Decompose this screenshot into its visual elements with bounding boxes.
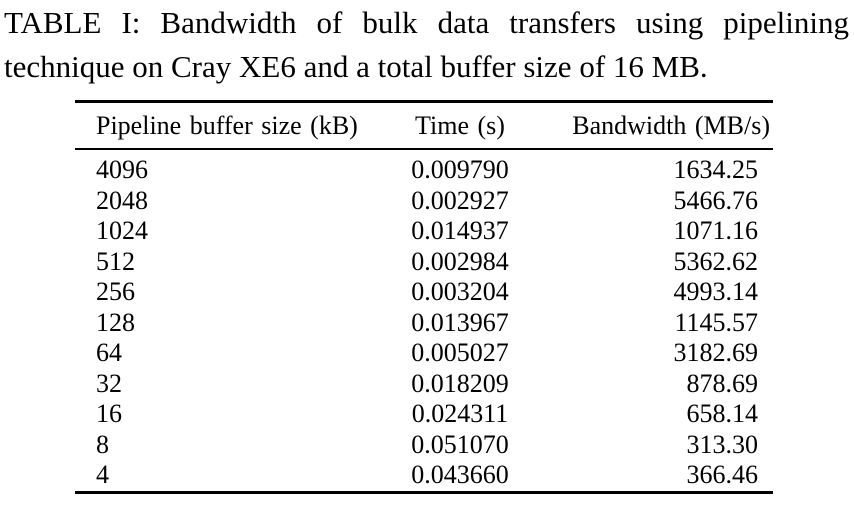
header-rule <box>75 148 773 150</box>
column-header-time: Time (s) <box>415 110 505 140</box>
cell-time: 0.005027 <box>411 338 509 367</box>
table-row: 16 0.024311 658.14 <box>75 399 773 430</box>
table-header-row: Pipeline buffer size (kB) Time (s) Bandw… <box>75 103 773 148</box>
table-row: 64 0.005027 3182.69 <box>75 338 773 369</box>
cell-bandwidth: 5362.62 <box>673 246 759 276</box>
cell-time: 0.003204 <box>411 277 509 306</box>
cell-bandwidth: 5466.76 <box>673 185 759 215</box>
cell-time: 0.018209 <box>411 368 509 398</box>
table-row: 4 0.043660 366.46 <box>75 460 773 491</box>
column-header-buffer-size: Pipeline buffer size (kB) <box>96 110 358 140</box>
caption-line-2: technique on Cray XE6 and a total buffer… <box>4 49 708 84</box>
bottom-rule <box>75 490 773 494</box>
cell-buffer-size: 8 <box>96 429 109 459</box>
cell-bandwidth: 4993.14 <box>673 277 759 306</box>
cell-time: 0.002927 <box>411 185 509 215</box>
cell-buffer-size: 256 <box>96 277 135 306</box>
cell-time: 0.009790 <box>411 155 509 184</box>
cell-buffer-size: 64 <box>96 338 122 367</box>
table-row: 2048 0.002927 5466.76 <box>75 186 773 217</box>
table-row: 512 0.002984 5362.62 <box>75 247 773 278</box>
cell-time: 0.051070 <box>411 429 509 459</box>
column-header-bandwidth: Bandwidth (MB/s) <box>572 110 770 140</box>
cell-bandwidth: 878.69 <box>686 368 759 398</box>
cell-bandwidth: 3182.69 <box>673 338 759 367</box>
cell-buffer-size: 16 <box>96 399 122 428</box>
cell-time: 0.043660 <box>411 460 509 489</box>
cell-time: 0.024311 <box>411 399 509 428</box>
table-row: 128 0.013967 1145.57 <box>75 308 773 339</box>
cell-bandwidth: 1071.16 <box>673 216 759 245</box>
top-rule <box>75 100 773 103</box>
cell-buffer-size: 128 <box>96 307 135 337</box>
cell-time: 0.002984 <box>411 246 509 276</box>
cell-buffer-size: 512 <box>96 246 135 276</box>
cell-bandwidth: 313.30 <box>686 429 759 459</box>
data-table: Pipeline buffer size (kB) Time (s) Bandw… <box>75 100 773 494</box>
cell-bandwidth: 1145.57 <box>674 307 758 337</box>
cell-buffer-size: 2048 <box>96 185 148 215</box>
cell-buffer-size: 1024 <box>96 216 148 245</box>
table-row: 4096 0.009790 1634.25 <box>75 155 773 186</box>
table-row: 256 0.003204 4993.14 <box>75 277 773 308</box>
cell-bandwidth: 658.14 <box>686 399 759 428</box>
cell-time: 0.013967 <box>411 307 509 337</box>
cell-time: 0.014937 <box>411 216 509 245</box>
table-body: 4096 0.009790 1634.25 2048 0.002927 5466… <box>75 150 773 491</box>
cell-buffer-size: 32 <box>96 368 122 398</box>
table-row: 32 0.018209 878.69 <box>75 369 773 400</box>
cell-bandwidth: 1634.25 <box>673 155 759 184</box>
caption-line-1: TABLE I: Bandwidth of bulk data transfer… <box>4 5 849 40</box>
table-row: 1024 0.014937 1071.16 <box>75 216 773 247</box>
table-caption: TABLE I: Bandwidth of bulk data transfer… <box>4 1 849 89</box>
table-row: 8 0.051070 313.30 <box>75 430 773 461</box>
cell-buffer-size: 4096 <box>96 155 148 184</box>
cell-bandwidth: 366.46 <box>686 460 759 489</box>
cell-buffer-size: 4 <box>96 460 109 489</box>
